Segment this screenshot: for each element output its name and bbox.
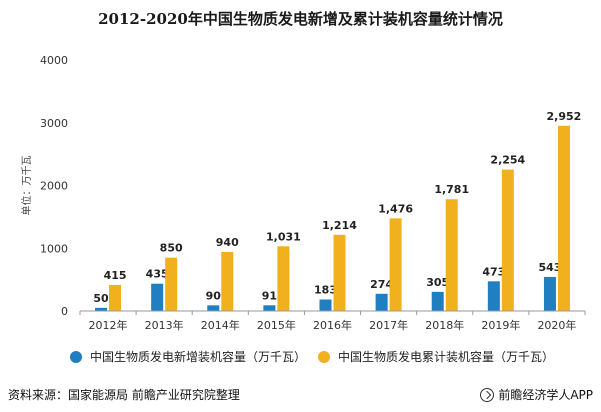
- y-tick-label: 3000: [40, 117, 68, 130]
- data-label-cumulative: 415: [104, 269, 127, 282]
- data-label-cumulative: 2,952: [547, 110, 582, 123]
- bar-cumulative: [221, 252, 234, 311]
- data-label-new: 305: [426, 276, 449, 289]
- data-label-cumulative: 940: [216, 236, 239, 249]
- legend-marker-new: [70, 350, 82, 363]
- x-tick-label: 2016年: [313, 318, 352, 332]
- data-label-new: 90: [206, 289, 222, 302]
- legend-marker-cumulative: [318, 350, 330, 363]
- chart-title: 2012-2020年中国生物质发电新增及累计装机容量统计情况: [98, 10, 503, 28]
- bar-cumulative: [557, 125, 570, 312]
- source-note: 资料来源：国家能源局 前瞻产业研究院整理: [8, 388, 240, 402]
- bar-cumulative: [389, 218, 402, 311]
- y-tick-label: 0: [61, 305, 68, 318]
- x-tick-label: 2018年: [425, 318, 464, 332]
- legend-label-cumulative: 中国生物质发电累计装机容量（万千瓦）: [338, 350, 555, 364]
- bar-new: [95, 307, 108, 311]
- x-tick-label: 2019年: [481, 318, 520, 332]
- bar-cumulative: [165, 257, 178, 311]
- data-label-cumulative: 850: [160, 242, 183, 255]
- bar-new: [319, 299, 332, 311]
- y-tick-label: 1000: [40, 242, 68, 255]
- x-tick-label: 2012年: [89, 318, 128, 332]
- data-label-new: 183: [314, 284, 337, 297]
- data-label-cumulative: 1,476: [378, 202, 413, 215]
- data-label-cumulative: 2,254: [490, 154, 525, 167]
- bar-new: [543, 276, 556, 311]
- y-axis-label-group: 单位：万千瓦: [20, 156, 33, 216]
- x-tick-label: 2013年: [145, 318, 184, 332]
- y-tick-label: 2000: [40, 180, 68, 193]
- x-tick-label: 2015年: [257, 318, 296, 332]
- bar-new: [431, 291, 444, 311]
- legend-item-cumulative: 中国生物质发电累计装机容量（万千瓦）: [318, 348, 554, 365]
- brand-mark: 前瞻经济学人APP: [480, 386, 593, 403]
- brand-name: 前瞻经济学人APP: [498, 388, 593, 402]
- bar-cumulative: [445, 199, 458, 311]
- brand-logo-icon: [480, 387, 495, 402]
- y-axis-label: 单位：万千瓦: [20, 156, 33, 216]
- x-tick-label: 2014年: [201, 318, 240, 332]
- y-tick-label: 4000: [40, 54, 68, 67]
- bar-cumulative: [277, 246, 290, 311]
- data-label-new: 435: [146, 268, 169, 281]
- legend-label-new: 中国生物质发电新增装机容量（万千瓦）: [90, 350, 307, 364]
- bar-series-group: 50 415 435 850 90 940 91 1,031 183 1,214 274 1,476 3…: [93, 110, 582, 312]
- bar-new: [375, 293, 388, 311]
- bar-cumulative: [109, 284, 122, 311]
- bar-new: [263, 305, 276, 311]
- bar-new: [151, 283, 164, 311]
- bar-new: [487, 281, 500, 311]
- data-label-new: 274: [370, 278, 393, 291]
- legend: 中国生物质发电新增装机容量（万千瓦） 中国生物质发电累计装机容量（万千瓦）: [0, 348, 601, 368]
- data-label-cumulative: 1,214: [322, 219, 357, 232]
- legend-item-new: 中国生物质发电新增装机容量（万千瓦）: [70, 348, 306, 365]
- data-label-new: 543: [538, 261, 561, 274]
- data-label-cumulative: 1,031: [266, 230, 301, 243]
- bar-cumulative: [501, 169, 514, 311]
- bar-new: [207, 305, 220, 311]
- data-label-new: 91: [262, 289, 277, 302]
- x-axis: 2012年 2013年 2014年 2015年 2016年 2017年 2018年 2019年…: [79, 310, 586, 332]
- x-tick-label: 2017年: [369, 318, 408, 332]
- data-label-cumulative: 1,781: [434, 183, 469, 196]
- bar-cumulative: [333, 234, 346, 311]
- data-label-new: 50: [93, 292, 109, 305]
- data-label-new: 473: [482, 265, 505, 278]
- y-axis-ticks: 0 1000 2000 3000 4000: [40, 54, 68, 318]
- x-tick-label: 2020年: [537, 318, 576, 332]
